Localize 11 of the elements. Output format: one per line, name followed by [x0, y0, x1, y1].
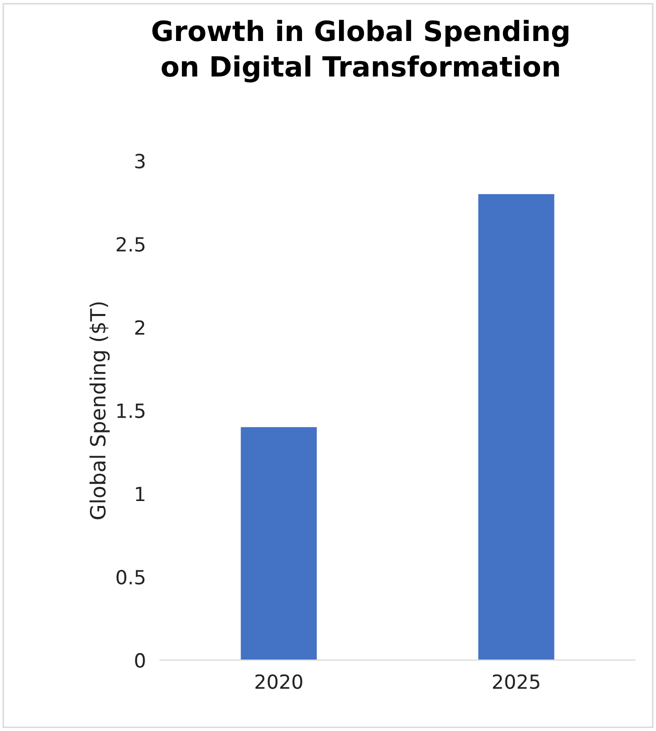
y-axis-title: Global Spending ($T): [90, 302, 110, 520]
y-tick-label: 2: [135, 320, 144, 335]
y-tick-label: 2.5: [116, 236, 144, 252]
chart-title: Growth in Global Spending on Digital Transformation: [152, 20, 568, 82]
y-tick-label: 3: [135, 154, 145, 168]
y-tick-label: 1.5: [117, 404, 144, 418]
y-tick-label: 1: [136, 486, 144, 502]
x-tick-label: 2025: [492, 674, 540, 690]
x-tick-label: 2020: [255, 674, 302, 690]
y-tick-label: 0: [135, 653, 145, 668]
y-tick-label: 0.5: [116, 570, 144, 585]
